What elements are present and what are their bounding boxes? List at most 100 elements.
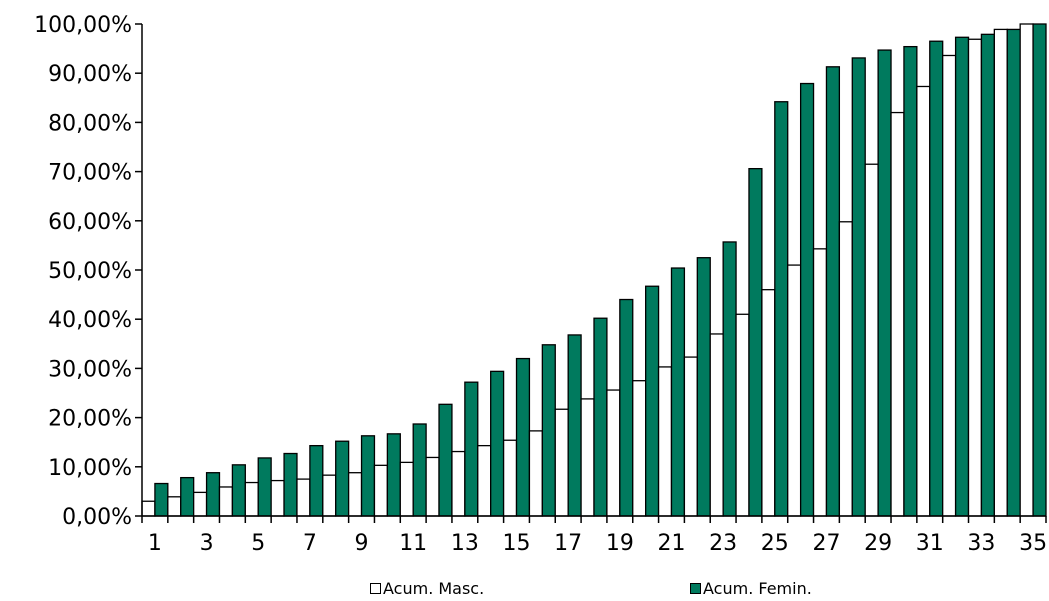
x-axis-ticks: 1 3 5 7 9 11 13 15 17 19 21 23 25 27 29 31 33 35 bbox=[141, 516, 1047, 556]
legend-label-femin: Acum. Femin. bbox=[703, 579, 812, 598]
x-tick-label: 31 bbox=[916, 531, 944, 556]
bar-acum-masc bbox=[709, 333, 724, 517]
bar-acum-femin bbox=[903, 45, 918, 517]
bar-acum-femin bbox=[799, 82, 815, 517]
x-tick-label: 35 bbox=[1019, 531, 1047, 556]
bar-acum-masc bbox=[347, 472, 363, 517]
bar-acum-masc bbox=[632, 380, 647, 517]
bar-acum-masc bbox=[916, 85, 931, 517]
bar-acum-masc bbox=[141, 500, 156, 517]
y-tick-label: 90,00% bbox=[48, 62, 132, 87]
bar-acum-masc bbox=[967, 38, 983, 517]
bar-acum-femin bbox=[205, 472, 221, 517]
y-tick-label: 60,00% bbox=[48, 210, 132, 235]
legend-item-femin: Acum. Femin. bbox=[690, 579, 812, 598]
bar-acum-masc bbox=[942, 54, 957, 517]
bar-acum-masc bbox=[425, 456, 440, 517]
bar-acum-femin bbox=[722, 241, 737, 517]
bar-acum-femin bbox=[696, 257, 711, 517]
y-tick-label: 50,00% bbox=[48, 259, 132, 284]
bar-acum-masc bbox=[993, 28, 1008, 517]
bar-acum-femin bbox=[593, 317, 608, 517]
bar-acum-femin bbox=[1032, 23, 1047, 517]
bar-acum-femin bbox=[541, 344, 556, 517]
legend-label-masc: Acum. Masc. bbox=[383, 579, 485, 598]
x-tick-label: 17 bbox=[554, 531, 582, 556]
bar-acum-femin bbox=[257, 457, 272, 517]
x-tick-label: 23 bbox=[709, 531, 737, 556]
bar-acum-masc bbox=[683, 356, 698, 517]
bar-acum-femin bbox=[515, 357, 531, 517]
bar-acum-masc bbox=[864, 163, 879, 517]
bar-acum-femin bbox=[309, 444, 324, 517]
y-tick-label: 40,00% bbox=[48, 308, 132, 333]
x-tick-label: 7 bbox=[303, 531, 317, 556]
bar-acum-masc bbox=[373, 464, 389, 517]
bars-layer bbox=[141, 23, 1047, 517]
bar-acum-masc bbox=[451, 450, 466, 517]
x-tick-label: 27 bbox=[812, 531, 840, 556]
legend: Acum. Masc. Acum. Femin. bbox=[0, 579, 1049, 601]
bar-acum-masc bbox=[761, 289, 776, 517]
y-tick-label: 70,00% bbox=[48, 161, 132, 186]
x-tick-label: 29 bbox=[864, 531, 892, 556]
x-tick-label: 11 bbox=[399, 531, 427, 556]
bar-acum-femin bbox=[670, 267, 686, 517]
bar-acum-masc bbox=[167, 496, 182, 517]
bar-acum-masc bbox=[296, 478, 311, 517]
x-tick-label: 25 bbox=[761, 531, 789, 556]
x-tick-label: 33 bbox=[967, 531, 995, 556]
x-tick-label: 13 bbox=[451, 531, 479, 556]
bar-acum-femin bbox=[180, 476, 195, 517]
bar-acum-femin bbox=[567, 334, 582, 517]
bar-acum-masc bbox=[244, 481, 259, 517]
x-tick-label: 9 bbox=[355, 531, 369, 556]
bar-acum-femin bbox=[877, 49, 892, 517]
bar-acum-masc bbox=[580, 398, 595, 517]
bar-acum-femin bbox=[490, 370, 505, 517]
axes bbox=[141, 24, 1046, 517]
bar-acum-masc bbox=[218, 486, 234, 517]
x-tick-label: 15 bbox=[503, 531, 531, 556]
bar-acum-femin bbox=[1006, 28, 1021, 517]
bar-acum-masc bbox=[838, 221, 853, 517]
y-axis-ticks: 0,00% 10,00% 20,00% 30,00% 40,00% 50,00% 60,00… bbox=[34, 13, 142, 530]
bar-acum-masc bbox=[657, 366, 673, 517]
x-tick-label: 5 bbox=[251, 531, 265, 556]
y-tick-label: 100,00% bbox=[34, 13, 132, 38]
bar-acum-femin bbox=[619, 298, 634, 517]
bar-acum-femin bbox=[438, 403, 453, 517]
bar-acum-masc bbox=[322, 474, 337, 517]
bar-acum-femin bbox=[283, 452, 298, 517]
bar-acum-femin bbox=[929, 40, 944, 517]
bar-acum-masc bbox=[502, 439, 518, 517]
y-tick-label: 0,00% bbox=[62, 505, 132, 530]
x-tick-label: 1 bbox=[148, 531, 162, 556]
y-tick-label: 30,00% bbox=[48, 357, 132, 382]
bar-acum-femin bbox=[980, 33, 995, 517]
bar-acum-masc bbox=[554, 408, 569, 517]
bar-acum-masc bbox=[399, 461, 414, 517]
bar-acum-masc bbox=[890, 111, 905, 517]
bar-acum-femin bbox=[825, 66, 841, 517]
bar-acum-masc bbox=[606, 389, 621, 517]
bar-acum-femin bbox=[154, 482, 169, 517]
legend-item-masc: Acum. Masc. bbox=[370, 579, 484, 598]
y-tick-label: 80,00% bbox=[48, 111, 132, 136]
bar-acum-femin bbox=[954, 36, 970, 517]
bar-acum-femin bbox=[464, 381, 479, 517]
x-tick-label: 3 bbox=[200, 531, 214, 556]
bar-acum-masc bbox=[787, 264, 802, 517]
bar-acum-femin bbox=[412, 423, 427, 517]
bar-acum-femin bbox=[748, 167, 763, 517]
bar-acum-femin bbox=[360, 435, 376, 517]
y-tick-label: 20,00% bbox=[48, 407, 132, 432]
x-tick-label: 21 bbox=[657, 531, 685, 556]
bar-acum-masc bbox=[477, 444, 492, 517]
bar-acum-femin bbox=[231, 464, 246, 517]
y-tick-label: 10,00% bbox=[48, 456, 132, 481]
bar-acum-femin bbox=[386, 433, 401, 517]
bar-acum-masc bbox=[735, 313, 750, 517]
bar-acum-masc bbox=[812, 248, 828, 517]
bar-acum-femin bbox=[645, 285, 660, 517]
